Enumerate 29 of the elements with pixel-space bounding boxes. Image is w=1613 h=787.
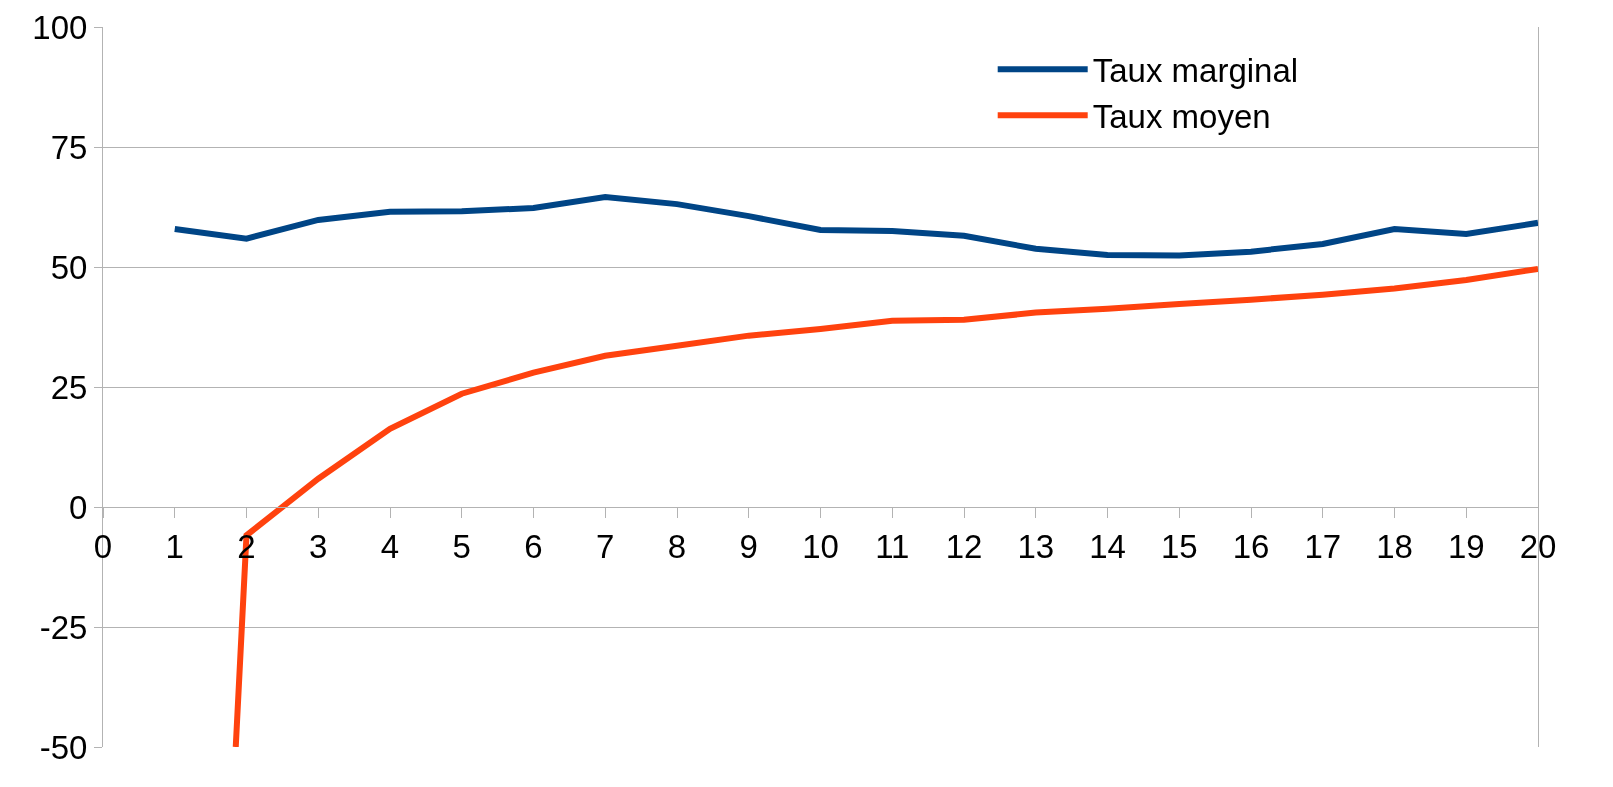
legend-label: Taux marginal bbox=[1092, 52, 1299, 90]
y-tick-label: 100 bbox=[32, 8, 88, 46]
x-tick-label: 14 bbox=[1089, 527, 1126, 565]
x-tick-label: 5 bbox=[452, 527, 471, 565]
x-tick-label: 6 bbox=[524, 527, 543, 565]
y-tick-label: -25 bbox=[39, 608, 88, 646]
x-tick-label: 10 bbox=[802, 527, 839, 565]
y-tick-label: 0 bbox=[69, 488, 88, 526]
x-tick-label: 20 bbox=[1519, 527, 1557, 565]
y-tick-label: 75 bbox=[50, 128, 88, 166]
x-tick-label: 4 bbox=[380, 527, 400, 565]
x-tick-label: 18 bbox=[1376, 527, 1413, 565]
x-tick-label: 15 bbox=[1160, 527, 1198, 565]
y-tick-label: -50 bbox=[39, 728, 88, 766]
x-tick-label: 0 bbox=[93, 527, 113, 565]
x-tick-label: 9 bbox=[739, 527, 758, 565]
y-tick-label: 25 bbox=[50, 368, 88, 406]
y-tick-label: 50 bbox=[50, 248, 88, 286]
x-tick-label: 12 bbox=[945, 527, 983, 565]
x-tick-label: 16 bbox=[1232, 527, 1270, 565]
x-tick-label: 8 bbox=[667, 527, 687, 565]
legend-label: Taux moyen bbox=[1092, 98, 1271, 136]
x-tick-label: 1 bbox=[165, 527, 184, 565]
x-tick-label: 19 bbox=[1447, 527, 1485, 565]
x-tick-label: 3 bbox=[309, 527, 328, 565]
x-tick-label: 11 bbox=[875, 527, 910, 565]
x-tick-label: 13 bbox=[1017, 527, 1055, 565]
x-tick-label: 17 bbox=[1304, 527, 1342, 565]
x-tick-label: 7 bbox=[596, 527, 615, 565]
